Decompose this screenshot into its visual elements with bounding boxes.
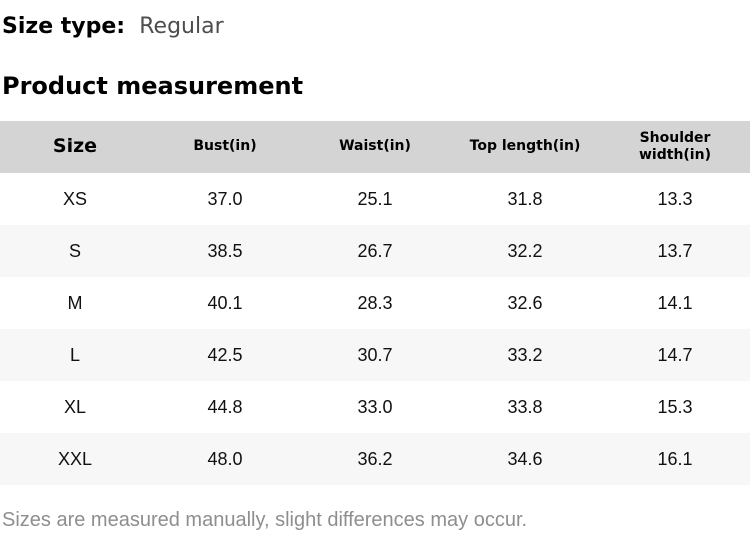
cell-top-length: 32.2 — [507, 240, 543, 261]
measurement-disclaimer: Sizes are measured manually, slight diff… — [2, 509, 528, 531]
cell-size: L — [69, 344, 80, 365]
cell-bust: 38.5 — [207, 240, 243, 261]
cell-bust: 37.0 — [207, 188, 243, 209]
cell-top-length: 33.8 — [507, 396, 543, 417]
cell-shoulder-width: 14.1 — [657, 292, 693, 313]
cell-top-length: 31.8 — [507, 188, 543, 209]
column-header-shoulder-width-label: Shoulder width(in) — [639, 129, 711, 164]
table-row: M 40.1 28.3 32.6 14.1 — [0, 277, 750, 329]
column-header-bust: Bust(in) — [150, 121, 300, 173]
column-header-waist: Waist(in) — [300, 121, 450, 173]
table-row: XXL 48.0 36.2 34.6 16.1 — [0, 433, 750, 485]
cell-shoulder-width: 15.3 — [657, 396, 693, 417]
column-header-top-length: Top length(in) — [450, 121, 600, 173]
cell-waist: 25.1 — [357, 188, 393, 209]
size-type-value: Regular — [139, 14, 224, 39]
column-header-size: Size — [0, 121, 150, 173]
cell-shoulder-width: 13.3 — [657, 188, 693, 209]
table-header-row: Size Bust(in) Waist(in) Top length(in) S… — [0, 121, 750, 173]
measurement-table: Size Bust(in) Waist(in) Top length(in) S… — [0, 121, 750, 485]
cell-waist: 36.2 — [357, 448, 393, 469]
cell-waist: 28.3 — [357, 292, 393, 313]
table-row: S 38.5 26.7 32.2 13.7 — [0, 225, 750, 277]
cell-size: M — [67, 292, 83, 313]
table-row: XS 37.0 25.1 31.8 13.3 — [0, 173, 750, 225]
column-header-shoulder-width: Shoulder width(in) — [600, 121, 750, 173]
page-title: Product measurement — [2, 72, 304, 100]
cell-bust: 44.8 — [207, 396, 243, 417]
cell-waist: 30.7 — [357, 344, 393, 365]
size-type-row: Size type: Regular — [2, 12, 750, 41]
cell-top-length: 34.6 — [507, 448, 543, 469]
cell-size: XXL — [57, 448, 93, 469]
cell-top-length: 33.2 — [507, 344, 543, 365]
table-row: L 42.5 30.7 33.2 14.7 — [0, 329, 750, 381]
cell-size: S — [68, 240, 81, 261]
cell-waist: 33.0 — [357, 396, 393, 417]
cell-size: XS — [62, 188, 87, 209]
cell-bust: 40.1 — [207, 292, 243, 313]
cell-size: XL — [63, 396, 87, 417]
size-type-label: Size type: — [2, 14, 126, 39]
cell-waist: 26.7 — [357, 240, 393, 261]
product-measurement-panel: Size type: Regular Product measurement S… — [0, 12, 750, 531]
cell-shoulder-width: 13.7 — [657, 240, 693, 261]
cell-shoulder-width: 16.1 — [657, 448, 693, 469]
cell-bust: 48.0 — [207, 448, 243, 469]
cell-shoulder-width: 14.7 — [657, 344, 693, 365]
cell-bust: 42.5 — [207, 344, 243, 365]
cell-top-length: 32.6 — [507, 292, 543, 313]
table-row: XL 44.8 33.0 33.8 15.3 — [0, 381, 750, 433]
